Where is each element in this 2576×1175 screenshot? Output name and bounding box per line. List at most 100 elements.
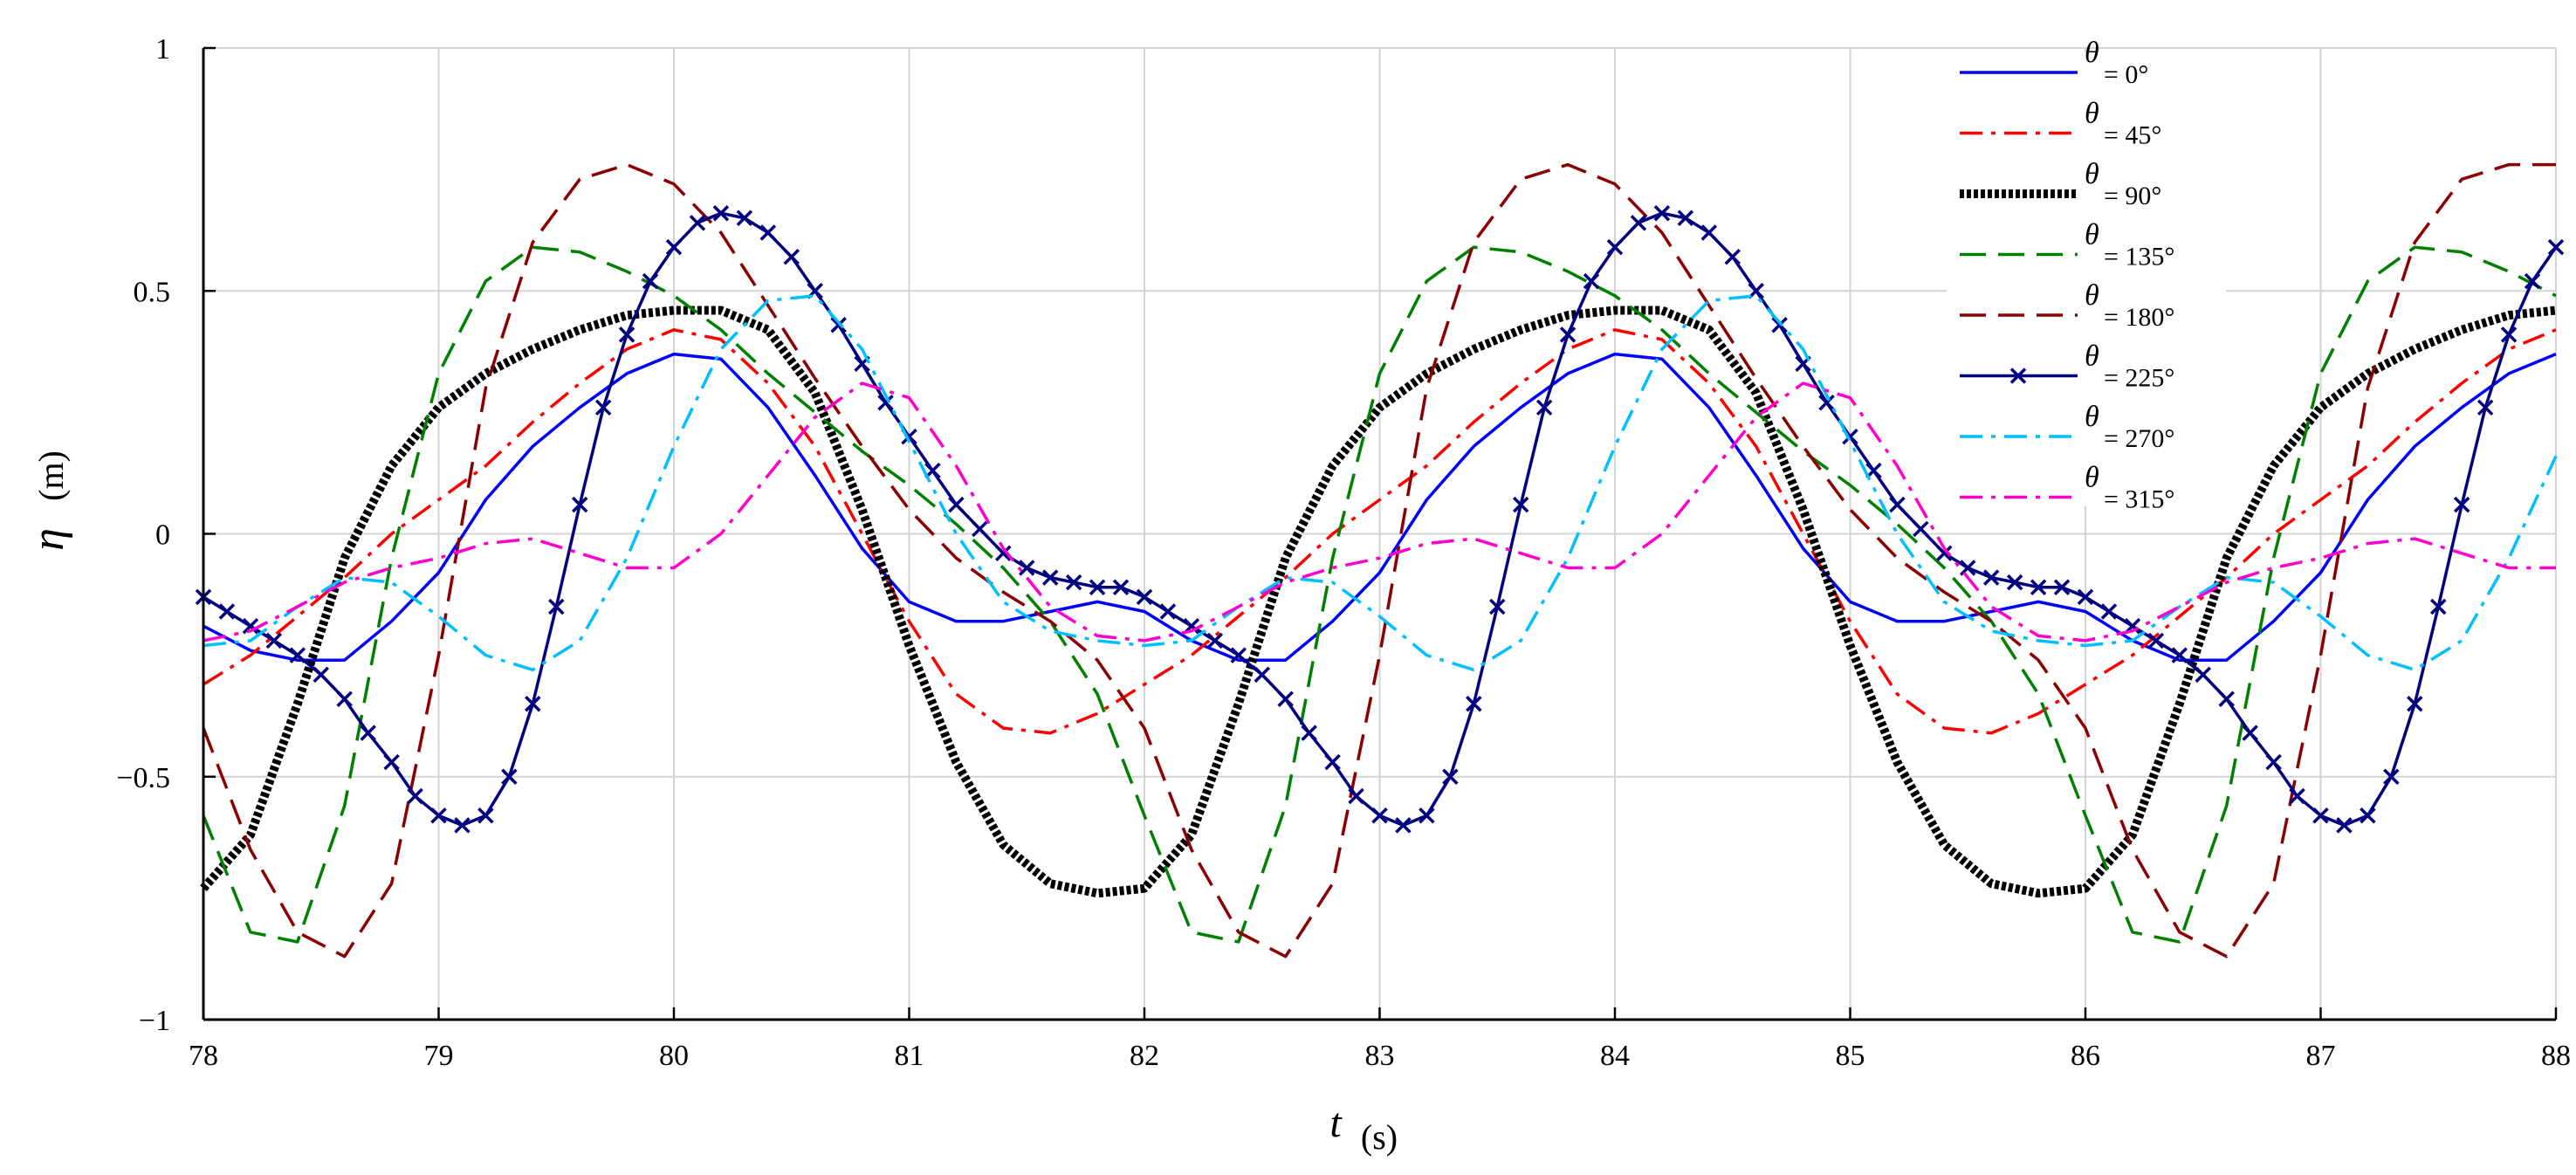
data-point-marker [1771, 316, 1788, 333]
series-group [195, 162, 2565, 959]
legend-item-0: θ= 0° [1960, 37, 2148, 89]
legend-label: = 135° [2104, 243, 2174, 271]
legend-symbol: θ [2085, 158, 2099, 190]
x-tick-label: 85 [1836, 1040, 1865, 1072]
data-point-marker [2147, 632, 2165, 649]
series-7 [203, 381, 2556, 642]
series-line-2 [200, 306, 2557, 898]
data-point-marker [642, 272, 659, 290]
series-line-7 [203, 381, 2556, 642]
data-point-marker [1442, 768, 1459, 785]
data-point-marker [1324, 753, 1341, 771]
legend-label: = 315° [2104, 485, 2174, 514]
data-point-marker [1019, 560, 1035, 576]
data-point-marker [1982, 569, 2000, 586]
data-point-marker [1466, 696, 1482, 712]
data-point-marker [1653, 204, 1671, 222]
series-5 [195, 204, 2565, 834]
data-point-marker [1230, 647, 1247, 663]
data-point-marker [877, 395, 894, 411]
legend-item-5: θ= 225° [1960, 340, 2174, 393]
y-tick-label: 0 [155, 519, 170, 552]
data-point-marker [1112, 579, 1130, 595]
series-2 [200, 306, 2557, 898]
legend-symbol: θ [2085, 37, 2099, 69]
data-point-marker [2453, 496, 2470, 513]
data-point-marker [1677, 210, 1694, 227]
x-tick-label: 78 [189, 1040, 218, 1072]
y-axis-unit: (m) [31, 450, 71, 501]
data-point-marker [948, 496, 965, 513]
data-point-marker [1254, 666, 1270, 684]
data-point-marker [383, 753, 400, 771]
data-point-marker [2242, 725, 2258, 741]
data-point-marker [1630, 215, 1647, 231]
data-point-marker [1277, 691, 1294, 707]
x-tick-label: 88 [2541, 1040, 2571, 1072]
legend-item-6: θ= 270° [1960, 401, 2174, 453]
y-axis-title: η (m) [24, 450, 73, 551]
data-point-marker [1395, 817, 1412, 834]
data-point-marker [665, 238, 683, 256]
y-tick-label: −1 [139, 1005, 170, 1037]
legend-label: = 180° [2104, 303, 2174, 332]
data-point-marker [454, 817, 471, 834]
data-point-marker [1136, 588, 1153, 606]
data-point-marker [265, 632, 283, 649]
legend-marker [2009, 368, 2027, 384]
legend-item-7: θ= 315° [1960, 462, 2174, 514]
series-4 [202, 162, 2556, 959]
series-line-1 [203, 328, 2557, 735]
data-point-marker [360, 725, 376, 741]
data-point-marker [2430, 598, 2447, 615]
data-point-marker [2476, 399, 2494, 416]
data-point-marker [1724, 249, 1741, 265]
data-point-marker [830, 316, 847, 333]
y-tick-label: −0.5 [116, 762, 170, 794]
series-line-6 [203, 294, 2558, 672]
legend-symbol: θ [2085, 98, 2099, 130]
legend-symbol: θ [2085, 340, 2099, 373]
x-tick-label: 83 [1365, 1040, 1395, 1072]
data-point-marker [618, 326, 635, 343]
data-point-marker [1936, 545, 1953, 561]
data-point-marker [2053, 579, 2071, 595]
legend-symbol: θ [2085, 401, 2099, 433]
legend: θ= 0°θ= 45°θ= 90°θ= 135°θ= 180°θ= 225°θ=… [1947, 37, 2226, 514]
series-0 [203, 352, 2557, 662]
data-point-marker [2077, 588, 2094, 606]
series-line-4 [202, 162, 2556, 959]
data-point-marker [2547, 238, 2565, 256]
data-point-marker [2289, 787, 2305, 805]
data-point-marker [1206, 632, 1224, 649]
legend-label: = 225° [2104, 364, 2174, 393]
data-point-marker [1065, 574, 1082, 591]
data-point-marker [430, 807, 447, 824]
x-tick-label: 79 [424, 1040, 454, 1072]
data-point-marker [2524, 272, 2541, 290]
legend-label: = 270° [2104, 424, 2174, 453]
data-point-marker [336, 691, 353, 707]
data-point-marker [571, 496, 588, 513]
data-point-marker [972, 520, 988, 538]
legend-item-2: θ= 90° [1960, 158, 2161, 210]
data-point-marker [1818, 395, 1835, 411]
x-tick-label: 86 [2071, 1040, 2100, 1072]
y-tick-label: 1 [155, 33, 170, 65]
data-point-marker [407, 787, 423, 805]
data-point-marker [1371, 807, 1388, 824]
data-point-marker [501, 768, 518, 785]
data-point-marker [1748, 283, 1764, 299]
series-line-0 [203, 352, 2557, 662]
x-tick-label: 81 [895, 1040, 924, 1072]
legend-label: = 0° [2104, 60, 2148, 89]
data-point-marker [689, 215, 706, 231]
data-point-marker [1159, 603, 1177, 620]
data-point-marker [477, 807, 494, 824]
data-point-marker [1913, 520, 1929, 538]
legend-label: = 90° [2104, 182, 2161, 210]
data-point-marker [2312, 807, 2329, 824]
x-tick-label: 87 [2306, 1040, 2336, 1072]
data-point-marker [2030, 579, 2047, 595]
